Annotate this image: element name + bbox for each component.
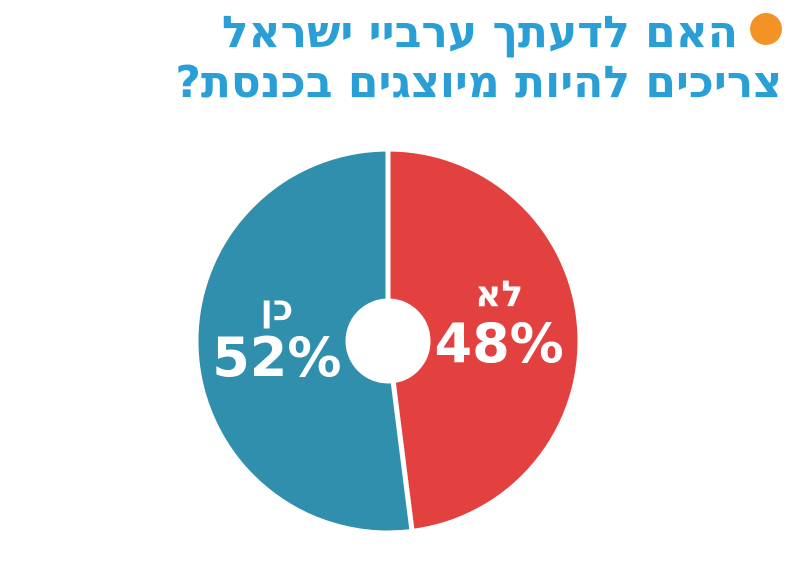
pie-slice-no (385, 146, 583, 535)
title-line-1: האם לדעתך ערביי ישראל (82, 6, 782, 58)
slice-value-label: 52% (212, 326, 341, 389)
title-line-2: צריכים להיות מיוצגים בכנסת? (175, 57, 782, 108)
slice-value-label: 48% (435, 312, 564, 375)
title-line-1-text: האם לדעתך ערביי ישראל (221, 7, 738, 58)
slice-category-label: כן (260, 288, 293, 329)
slice-category-label: לא (475, 274, 523, 315)
bullet-dot-icon (750, 13, 782, 45)
chart-title: האם לדעתך ערביי ישראל צריכים להיות מיוצג… (82, 6, 782, 108)
pie-slice-yes (193, 146, 415, 536)
